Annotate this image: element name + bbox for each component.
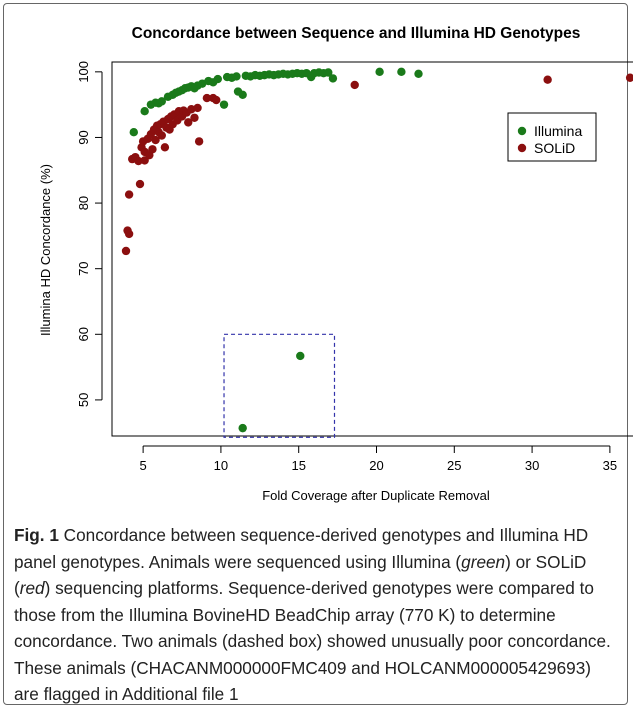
y-tick-label: 80 bbox=[76, 196, 91, 210]
data-point-solid bbox=[184, 118, 193, 127]
x-tick-label: 10 bbox=[214, 458, 228, 473]
data-point-solid bbox=[543, 75, 552, 84]
x-tick-label: 30 bbox=[525, 458, 539, 473]
data-point-solid bbox=[135, 179, 145, 189]
y-tick-label: 60 bbox=[76, 327, 91, 341]
data-point-illumina bbox=[213, 74, 222, 84]
data-point-solid bbox=[190, 113, 199, 122]
data-point-solid bbox=[160, 143, 170, 152]
x-tick-label: 20 bbox=[369, 458, 383, 473]
data-point-solid bbox=[202, 93, 212, 103]
legend-label-illumina: Illumina bbox=[534, 123, 582, 139]
caption-text-part: ) sequencing platforms. Sequence-derived… bbox=[14, 578, 611, 704]
legend-label-solid: SOLiD bbox=[534, 140, 575, 156]
data-point-solid bbox=[212, 95, 221, 105]
data-point-solid bbox=[193, 103, 202, 113]
data-point-solid bbox=[157, 131, 166, 140]
caption-text-part: Concordance between sequence-derived gen… bbox=[14, 525, 589, 572]
data-point-illumina bbox=[232, 72, 241, 81]
data-point-solid bbox=[194, 137, 204, 146]
data-point-solid bbox=[151, 135, 160, 145]
x-tick-label: 35 bbox=[603, 458, 617, 473]
figure-frame bbox=[3, 3, 628, 705]
data-point-illumina bbox=[140, 107, 149, 116]
y-axis: 50 60 70 80 90 100 bbox=[76, 61, 103, 407]
legend-marker-solid bbox=[517, 143, 527, 153]
caption-red-word: red bbox=[19, 578, 45, 598]
data-point-solid bbox=[625, 73, 633, 82]
data-point-illumina bbox=[414, 69, 423, 79]
y-tick-label: 90 bbox=[76, 130, 91, 144]
x-axis: 5 10 15 20 25 30 35 bbox=[140, 445, 617, 473]
plot-area bbox=[111, 61, 633, 437]
data-point-illumina bbox=[238, 423, 247, 433]
data-point-illumina bbox=[129, 128, 138, 137]
y-tick-label: 100 bbox=[76, 61, 91, 83]
x-tick-label: 15 bbox=[291, 458, 305, 473]
legend-marker-illumina bbox=[517, 126, 527, 136]
caption-fig-label: Fig. 1 bbox=[14, 525, 59, 545]
data-point-illumina bbox=[375, 67, 384, 77]
data-point-solid bbox=[350, 80, 359, 90]
data-point-solid bbox=[134, 156, 143, 166]
data-point-illumina bbox=[219, 100, 229, 109]
data-point-solid bbox=[124, 229, 134, 239]
y-tick-label: 70 bbox=[76, 261, 91, 275]
data-point-illumina bbox=[397, 67, 406, 77]
data-point-illumina bbox=[328, 74, 338, 83]
data-point-solid bbox=[121, 246, 131, 256]
x-axis-label: Fold Coverage after Duplicate Removal bbox=[262, 488, 490, 503]
data-point-solid bbox=[148, 145, 157, 154]
y-tick-label: 50 bbox=[76, 393, 91, 407]
data-point-illumina bbox=[324, 68, 333, 77]
legend: Illumina SOLiD bbox=[507, 112, 597, 162]
caption-green-word: green bbox=[461, 551, 506, 572]
data-point-solid bbox=[124, 190, 134, 199]
caption-text-part: ) or SOLiD ( bbox=[14, 551, 587, 599]
figure-caption: Fig. 1 Concordance between sequence-deri… bbox=[14, 522, 620, 708]
x-tick-label: 5 bbox=[140, 458, 147, 473]
data-point-illumina bbox=[296, 351, 305, 361]
data-point-illumina bbox=[157, 97, 166, 106]
scatter-chart: Concordance between Sequence and Illumin… bbox=[38, 25, 633, 503]
dashed-highlight-box bbox=[223, 333, 336, 438]
x-tick-label: 25 bbox=[447, 458, 461, 473]
legend-box bbox=[507, 112, 597, 162]
chart-title: Concordance between Sequence and Illumin… bbox=[132, 25, 581, 42]
data-points bbox=[121, 67, 633, 433]
data-point-illumina bbox=[238, 90, 247, 100]
y-axis-label: Illumina HD Concordance (%) bbox=[38, 164, 53, 336]
